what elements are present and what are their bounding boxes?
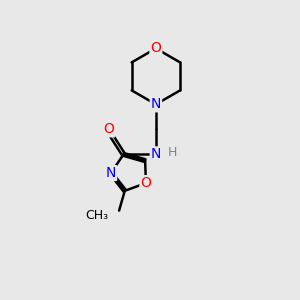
Text: O: O: [103, 122, 114, 136]
Text: O: O: [151, 41, 161, 56]
Text: N: N: [106, 166, 116, 180]
Text: N: N: [151, 98, 161, 111]
Text: N: N: [151, 147, 161, 161]
Text: O: O: [140, 176, 152, 190]
Text: CH₃: CH₃: [86, 209, 109, 222]
Text: H: H: [167, 146, 177, 159]
